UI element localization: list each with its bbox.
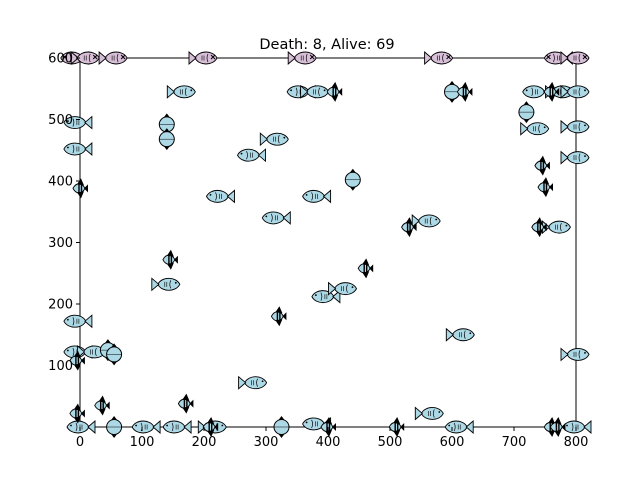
round-fish-marker — [444, 80, 460, 103]
x-tick-label: 700 — [502, 435, 527, 450]
angelfish-marker — [531, 217, 547, 238]
round-fish-marker — [158, 128, 175, 151]
angelfish-marker — [69, 403, 85, 424]
alive-fish-marker — [236, 148, 266, 163]
alive-fish-marker — [560, 119, 590, 134]
dead-fish-marker — [70, 51, 100, 65]
alive-fish-marker — [205, 189, 235, 204]
round-fish-marker — [273, 416, 290, 438]
alive-fish-marker — [414, 406, 444, 421]
y-tick-label: 400 — [48, 175, 73, 190]
x-tick-label: 200 — [192, 435, 217, 450]
angelfish-marker — [270, 306, 287, 327]
angelfish-marker — [177, 393, 194, 414]
x-tick-label: 100 — [130, 435, 155, 450]
alive-fish-marker — [560, 347, 590, 362]
x-tick-label: 800 — [564, 435, 589, 450]
x-tick-label: 400 — [316, 435, 341, 450]
alive-fish-marker — [261, 210, 291, 225]
x-tick-label: 0 — [76, 435, 84, 450]
angelfish-marker — [94, 395, 110, 416]
dead-fish-marker — [424, 51, 454, 65]
dead-fish-marker — [560, 51, 590, 65]
alive-fish-marker — [166, 84, 196, 99]
alive-fish-marker — [311, 289, 341, 304]
alive-fish-marker — [238, 375, 268, 390]
alive-fish-marker — [66, 420, 96, 434]
y-tick-label: 600 — [48, 52, 73, 67]
round-fish-marker — [344, 168, 361, 191]
round-fish-marker — [106, 416, 123, 438]
alive-fish-marker — [520, 121, 550, 136]
x-tick-label: 600 — [440, 435, 465, 450]
alive-fish-marker — [151, 277, 181, 292]
plot-frame — [79, 57, 577, 428]
angelfish-marker — [534, 155, 550, 176]
alive-fish-marker — [444, 420, 474, 434]
y-tick-label: 500 — [48, 113, 73, 128]
y-tick-label: 100 — [48, 359, 73, 374]
angelfish-marker — [357, 258, 374, 279]
angelfish-marker — [401, 217, 417, 238]
angelfish-marker — [537, 177, 553, 198]
y-tick-label: 200 — [48, 298, 73, 313]
angelfish-marker — [388, 417, 405, 437]
dead-fish-marker — [98, 51, 128, 65]
y-tick-label: 300 — [48, 236, 73, 251]
alive-fish-marker — [300, 84, 330, 99]
angelfish-marker — [320, 417, 336, 437]
angelfish-marker — [543, 81, 560, 102]
angelfish-marker — [326, 81, 343, 102]
dead-fish-marker — [287, 51, 317, 65]
angelfish-marker — [549, 417, 566, 437]
x-tick-label: 300 — [254, 435, 279, 450]
alive-fish-marker — [131, 420, 161, 434]
chart-title: Death: 8, Alive: 69 — [259, 37, 394, 53]
dead-fish-marker — [188, 51, 218, 65]
alive-fish-marker — [445, 327, 475, 342]
angelfish-marker — [72, 178, 88, 199]
alive-fish-marker — [63, 142, 93, 156]
alive-fish-marker — [328, 281, 358, 296]
x-tick-label: 500 — [378, 435, 403, 450]
angelfish-marker — [162, 249, 178, 270]
alive-fish-marker — [560, 84, 590, 99]
alive-fish-marker — [562, 420, 592, 434]
alive-fish-marker — [560, 150, 590, 165]
x-axis-ticks: 0 100 200 300 400 500 600 700 800 — [76, 427, 589, 450]
alive-fish-marker — [411, 213, 441, 228]
angelfish-marker — [202, 417, 219, 437]
alive-fish-marker — [259, 132, 289, 147]
y-axis-ticks: 100 200 300 400 500 600 — [48, 52, 80, 374]
alive-fish-marker — [302, 189, 332, 204]
fish-layer — [60, 51, 592, 438]
round-fish-marker — [106, 343, 123, 366]
alive-fish-marker — [63, 115, 93, 130]
alive-fish-marker — [63, 314, 93, 329]
alive-fish-marker — [162, 420, 192, 434]
round-fish-marker — [518, 101, 535, 124]
angelfish-marker — [456, 81, 473, 102]
